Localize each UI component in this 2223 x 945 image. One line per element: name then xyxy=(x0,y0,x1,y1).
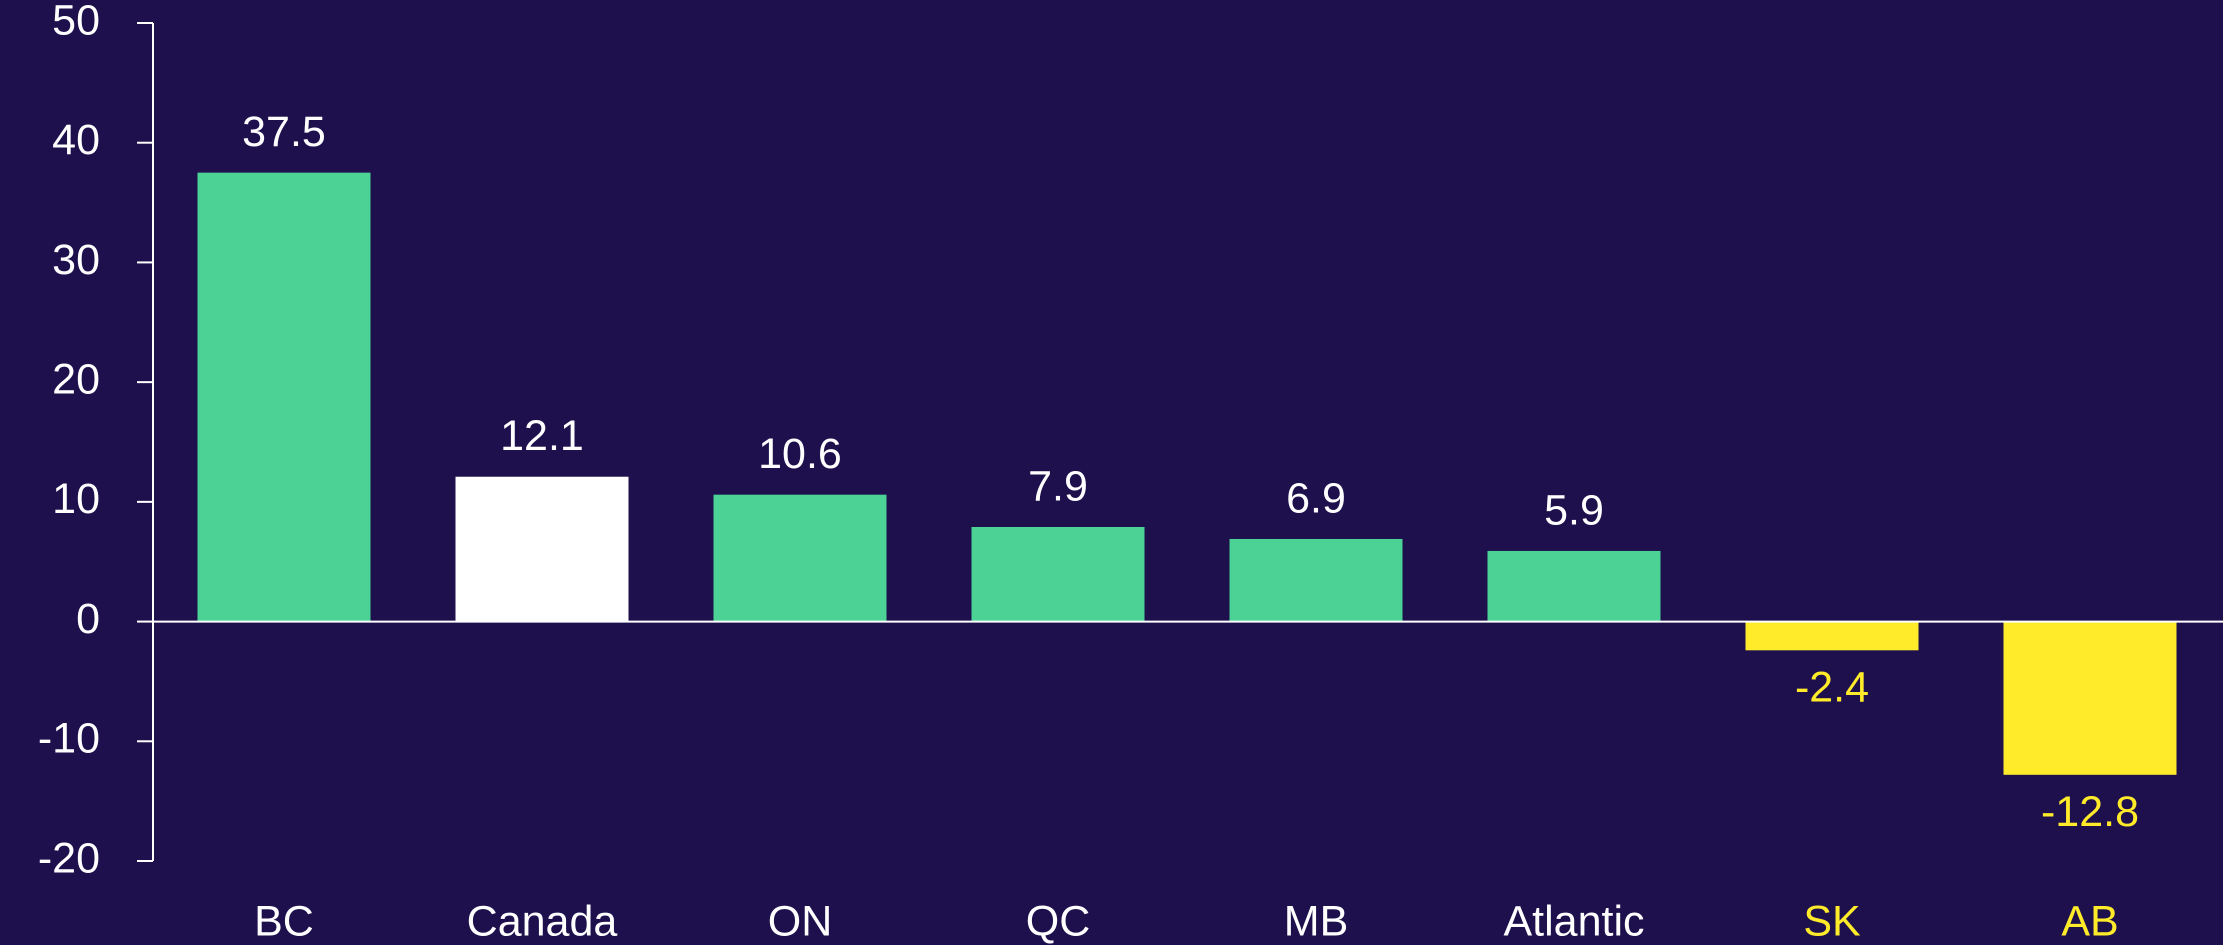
x-tick-label: BC xyxy=(254,897,314,945)
y-tick-label: 20 xyxy=(52,356,100,404)
value-label: 7.9 xyxy=(1028,462,1088,510)
x-tick-label: Canada xyxy=(467,897,618,945)
bar xyxy=(713,494,887,622)
y-tick-label: 40 xyxy=(52,116,100,164)
y-tick-label: 50 xyxy=(52,0,100,44)
x-tick-label: AB xyxy=(2061,897,2118,945)
value-label: 6.9 xyxy=(1286,474,1346,522)
bar xyxy=(455,476,629,622)
x-tick-label: QC xyxy=(1026,897,1091,945)
x-tick-label: ON xyxy=(768,897,833,945)
bar xyxy=(197,172,371,622)
value-label: -2.4 xyxy=(1795,664,1869,712)
y-tick-label: -20 xyxy=(38,834,100,882)
value-label: 12.1 xyxy=(500,412,584,460)
y-tick-label: 30 xyxy=(52,236,100,284)
bar xyxy=(1745,621,1919,651)
bar xyxy=(2003,621,2177,775)
value-label: 5.9 xyxy=(1544,486,1604,534)
bar xyxy=(1487,550,1661,622)
x-tick-label: SK xyxy=(1803,897,1861,945)
value-label: -12.8 xyxy=(2041,788,2139,836)
y-tick-label: 0 xyxy=(76,595,100,643)
bar xyxy=(1229,538,1403,622)
value-label: 37.5 xyxy=(242,108,326,156)
bar xyxy=(971,526,1145,622)
x-tick-label: MB xyxy=(1284,897,1349,945)
y-tick-label: -10 xyxy=(38,715,100,763)
y-tick-label: 10 xyxy=(52,475,100,523)
x-tick-label: Atlantic xyxy=(1503,897,1644,945)
value-label: 10.6 xyxy=(758,430,842,478)
